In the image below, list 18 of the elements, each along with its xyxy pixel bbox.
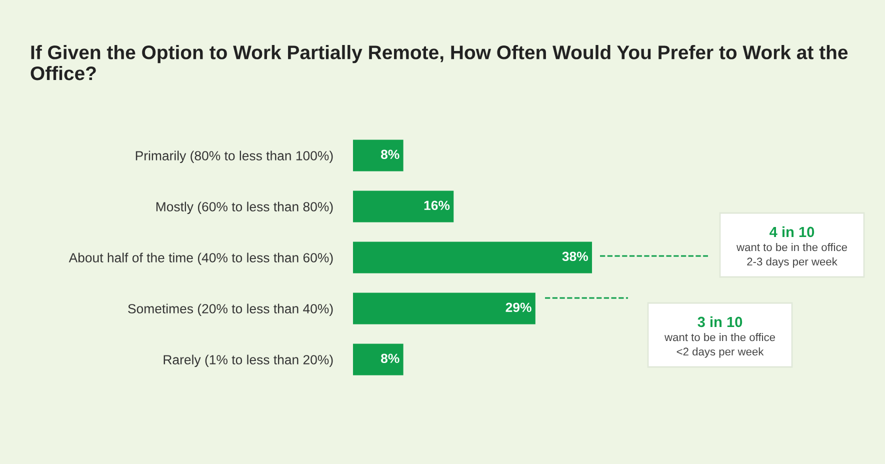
text: 4 in 10 want to be in the office 2-3 days per week — [736, 226, 848, 268]
data-label: 29% — [506, 302, 532, 312]
data-label: 16% — [424, 200, 450, 210]
text: 3 in 10 want to be in the office <2 days per week — [664, 316, 776, 358]
y-tick-label: Rarely (1% to less than 20%) — [164, 354, 333, 368]
data-label: 38% — [562, 252, 588, 262]
y-tick-label: About half of the time (40% to less than 60%) — [68, 252, 333, 266]
y-tick-label: Primarily (80% to less than 100%) — [136, 150, 333, 164]
y-tick-label: Mostly (60% to less than 80%) — [156, 202, 333, 214]
bar — [353, 190, 454, 222]
data-label: 8% — [381, 150, 400, 160]
data-label: 8% — [381, 354, 400, 364]
bar — [353, 344, 404, 376]
chart-title: If Given the Option to Work Partially Remote, How Often Would You Prefer to Work at the Office? — [30, 45, 848, 80]
bar — [353, 242, 592, 274]
bar — [353, 140, 404, 172]
bar — [353, 292, 536, 324]
y-tick-label: Sometimes (20% to less than 40%) — [128, 304, 333, 316]
